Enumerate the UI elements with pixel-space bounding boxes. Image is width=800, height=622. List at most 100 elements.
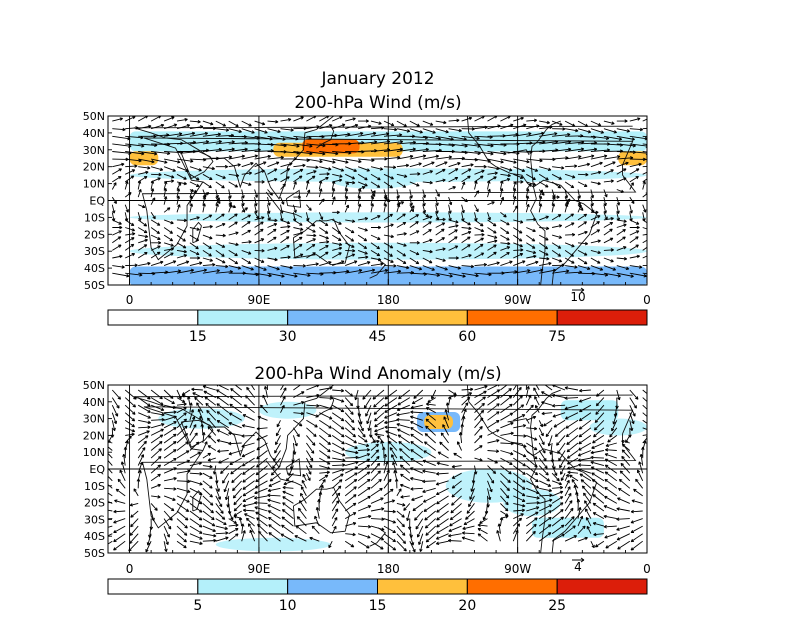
wind-vector bbox=[603, 505, 617, 512]
wind-vector bbox=[526, 434, 538, 441]
wind-vector bbox=[125, 263, 138, 267]
wind-vector bbox=[331, 227, 342, 235]
wind-vector bbox=[500, 385, 508, 391]
wind-vector bbox=[513, 219, 524, 224]
wind-vector bbox=[448, 396, 452, 406]
wind-vector bbox=[396, 154, 414, 160]
wind-vector bbox=[422, 154, 440, 160]
wind-vector bbox=[344, 234, 355, 242]
wind-vector bbox=[425, 533, 436, 543]
wind-vector bbox=[500, 480, 510, 492]
wind-vector bbox=[202, 250, 212, 257]
wind-vector bbox=[124, 180, 129, 190]
wind-vector bbox=[603, 248, 614, 252]
colorbar-label: 15 bbox=[189, 329, 207, 345]
wind-vector bbox=[202, 269, 220, 274]
coastline bbox=[507, 418, 530, 424]
wind-vector bbox=[565, 128, 579, 133]
wind-vector bbox=[243, 404, 255, 414]
wind-vector bbox=[345, 450, 359, 455]
wind-vector bbox=[176, 495, 190, 503]
wind-vector bbox=[228, 189, 232, 199]
wind-vector bbox=[616, 135, 635, 141]
wind-vector bbox=[281, 524, 294, 535]
wind-vector bbox=[526, 217, 537, 222]
wind-vector bbox=[306, 427, 317, 438]
wind-vector bbox=[512, 181, 517, 190]
wind-vector bbox=[295, 525, 307, 535]
wind-vector bbox=[176, 124, 191, 130]
wind-vector bbox=[112, 225, 123, 230]
wind-vector bbox=[409, 128, 423, 134]
wind-vector bbox=[500, 211, 507, 218]
wind-vector bbox=[396, 201, 405, 206]
wind-vector bbox=[345, 158, 362, 164]
wind-vector bbox=[642, 404, 647, 410]
wind-vector bbox=[617, 497, 630, 504]
wind-vector bbox=[435, 533, 449, 540]
wind-vector bbox=[274, 442, 281, 454]
wind-vector bbox=[254, 216, 265, 221]
wind-vector bbox=[241, 265, 254, 271]
wind-vector bbox=[370, 478, 382, 489]
wind-vector bbox=[616, 228, 626, 236]
wind-vector bbox=[474, 385, 488, 391]
wind-vector bbox=[365, 405, 372, 417]
wind-vector bbox=[410, 487, 423, 491]
wind-vector bbox=[538, 250, 549, 256]
wind-vector bbox=[150, 212, 156, 220]
wind-vector bbox=[215, 525, 228, 531]
wind-vector bbox=[319, 172, 330, 176]
wind-vector bbox=[539, 504, 553, 512]
wind-vector bbox=[125, 164, 138, 168]
wind-vector bbox=[112, 265, 125, 269]
wind-vector bbox=[370, 455, 380, 466]
wind-vector bbox=[551, 393, 566, 399]
coastline bbox=[285, 189, 302, 208]
colorbar-swatch bbox=[287, 309, 378, 326]
figure-title: January 2012 bbox=[320, 69, 434, 89]
wind-vector bbox=[422, 128, 436, 134]
wind-vector bbox=[474, 402, 485, 414]
x-tick-label: 0 bbox=[643, 293, 651, 307]
wind-vector bbox=[306, 412, 319, 418]
wind-vector bbox=[456, 441, 463, 451]
wind-vector bbox=[242, 472, 255, 483]
wind-vector bbox=[176, 402, 187, 406]
wind-vector bbox=[150, 389, 163, 400]
wind-vector bbox=[112, 162, 125, 168]
wind-vector bbox=[280, 229, 290, 236]
wind-vector bbox=[448, 229, 458, 236]
wind-vector bbox=[435, 120, 447, 125]
wind-vector bbox=[242, 465, 255, 475]
wind-vector bbox=[344, 494, 357, 504]
wind-vector bbox=[293, 391, 305, 398]
wind-vector bbox=[526, 166, 539, 172]
wind-vector bbox=[616, 223, 627, 228]
wind-vector bbox=[163, 397, 175, 405]
wind-vector bbox=[435, 189, 440, 197]
wind-map bbox=[107, 115, 648, 286]
colorbar-swatch bbox=[556, 309, 648, 326]
wind-vector bbox=[409, 257, 420, 265]
wind-vector bbox=[564, 120, 576, 127]
wind-vector bbox=[539, 268, 557, 274]
wind-vector bbox=[150, 473, 161, 482]
wind-vector bbox=[435, 222, 446, 228]
wind-reference-vector: 10 bbox=[570, 287, 586, 304]
wind-vector bbox=[228, 128, 242, 134]
wind-vector bbox=[642, 265, 647, 267]
wind-vector bbox=[590, 239, 601, 244]
wind-vector bbox=[396, 120, 407, 127]
wind-vector bbox=[487, 457, 498, 464]
wind-vector bbox=[590, 221, 600, 228]
wind-vector bbox=[362, 389, 372, 400]
wind-vector bbox=[267, 504, 281, 512]
wind-vector bbox=[241, 189, 245, 199]
wind-vector bbox=[564, 535, 578, 542]
wind-vector bbox=[288, 465, 294, 477]
wind-vector bbox=[202, 120, 214, 126]
wind-vector bbox=[331, 525, 337, 534]
wind-vector bbox=[578, 412, 592, 422]
wind-vector bbox=[564, 525, 576, 535]
